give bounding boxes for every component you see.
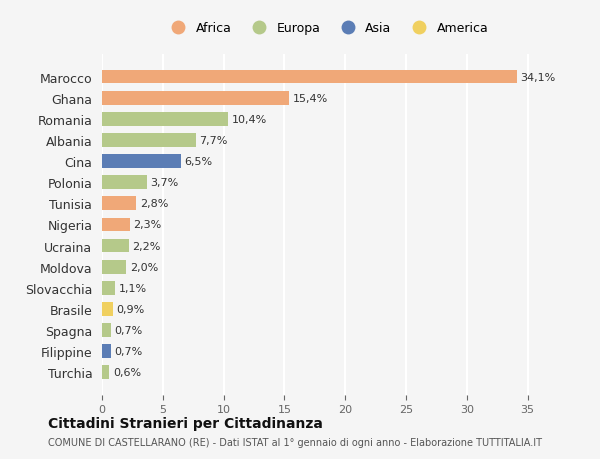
Text: 10,4%: 10,4% [232,115,268,124]
Bar [102,260,127,274]
Bar [102,345,110,358]
Text: 0,7%: 0,7% [114,325,142,335]
Bar [102,239,129,253]
Text: Cittadini Stranieri per Cittadinanza: Cittadini Stranieri per Cittadinanza [48,416,323,430]
Bar [102,324,110,337]
Bar [102,281,115,295]
Text: 34,1%: 34,1% [520,73,556,82]
Text: 3,7%: 3,7% [151,178,179,188]
Bar [102,112,229,126]
Text: 0,7%: 0,7% [114,347,142,356]
Text: 0,6%: 0,6% [113,368,141,377]
Bar [102,92,289,105]
Bar [102,176,147,190]
Legend: Africa, Europa, Asia, America: Africa, Europa, Asia, America [161,17,493,40]
Text: 2,0%: 2,0% [130,262,158,272]
Text: 2,2%: 2,2% [133,241,161,251]
Bar [102,366,109,379]
Bar [102,197,136,211]
Bar [102,155,181,168]
Bar [102,218,130,232]
Text: 0,9%: 0,9% [116,304,145,314]
Bar [102,71,517,84]
Text: COMUNE DI CASTELLARANO (RE) - Dati ISTAT al 1° gennaio di ogni anno - Elaborazio: COMUNE DI CASTELLARANO (RE) - Dati ISTAT… [48,437,542,447]
Bar [102,134,196,147]
Text: 2,8%: 2,8% [140,199,168,209]
Text: 6,5%: 6,5% [185,157,213,167]
Text: 1,1%: 1,1% [119,283,147,293]
Bar [102,302,113,316]
Text: 2,3%: 2,3% [134,220,162,230]
Text: 7,7%: 7,7% [199,135,227,146]
Text: 15,4%: 15,4% [293,94,328,103]
